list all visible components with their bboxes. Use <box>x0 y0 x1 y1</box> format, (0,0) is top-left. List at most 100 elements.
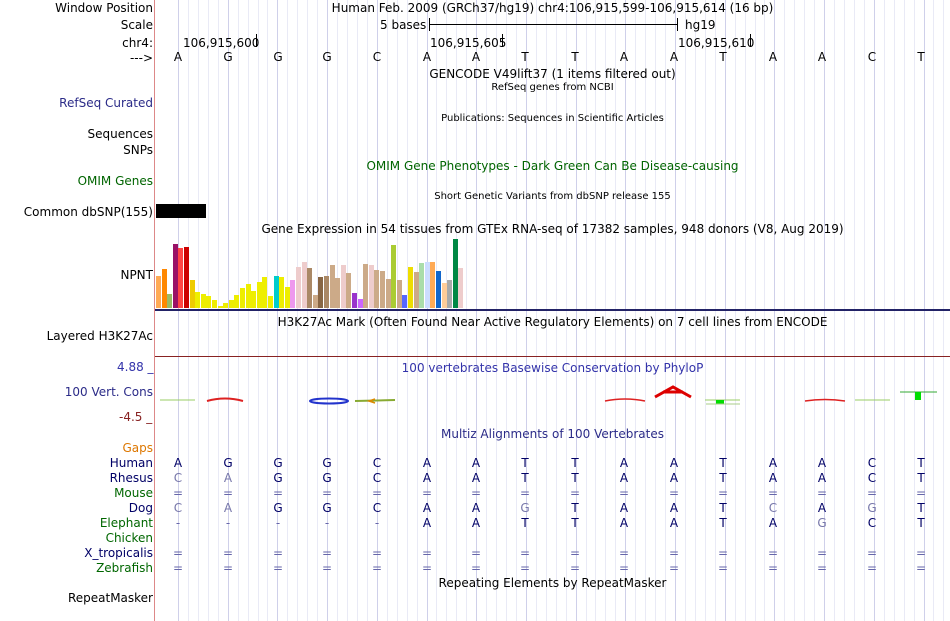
base-letter: G <box>273 50 283 64</box>
refseq-track-subtitle[interactable]: RefSeq genes from NCBI <box>491 82 614 93</box>
gtex-tissue-bar[interactable] <box>262 277 267 308</box>
dbsnp-track-label[interactable]: Common dbSNP(155) <box>23 205 153 219</box>
species-label[interactable]: Human <box>109 456 153 470</box>
snps-track-label[interactable]: SNPs <box>123 143 153 157</box>
gtex-tissue-bar[interactable] <box>167 294 172 308</box>
gtex-tissue-bar[interactable] <box>290 280 295 308</box>
gtex-tissue-bar[interactable] <box>190 280 195 308</box>
gtex-tissue-bar[interactable] <box>335 278 340 308</box>
gtex-tissue-bar[interactable] <box>346 273 351 308</box>
gaps-label[interactable]: Gaps <box>122 441 153 455</box>
dbsnp-variant-block[interactable] <box>156 204 206 218</box>
gtex-tissue-bar[interactable] <box>240 288 245 308</box>
phylop-track-title[interactable]: 100 vertebrates Basewise Conservation by… <box>401 361 704 375</box>
gtex-tissue-bar[interactable] <box>391 245 396 308</box>
gtex-tissue-bar[interactable] <box>363 264 368 308</box>
gtex-tissue-bar[interactable] <box>251 291 256 308</box>
dbsnp-track-title[interactable]: Short Genetic Variants from dbSNP releas… <box>434 191 671 202</box>
gtex-tissue-bar[interactable] <box>408 267 413 308</box>
gtex-tissue-bar[interactable] <box>201 294 206 308</box>
gtex-tissue-bar[interactable] <box>302 262 307 308</box>
gtex-tissue-bar[interactable] <box>442 283 447 308</box>
species-label[interactable]: Zebrafish <box>96 561 153 575</box>
alignment-base: T <box>521 471 529 485</box>
gtex-tissue-bar[interactable] <box>386 279 391 308</box>
gtex-tissue-bar[interactable] <box>419 263 424 308</box>
phylop-conservation-plot[interactable] <box>155 380 950 410</box>
phylop-small-marks <box>160 385 937 405</box>
refseq-track-label[interactable]: RefSeq Curated <box>59 96 153 110</box>
gtex-tissue-bar[interactable] <box>279 277 284 308</box>
repeatmasker-track-title[interactable]: Repeating Elements by RepeatMasker <box>438 576 667 590</box>
position-tick-1 <box>256 34 257 47</box>
gtex-tissue-bar[interactable] <box>414 272 419 308</box>
gtex-tissue-bar[interactable] <box>274 276 279 308</box>
alignment-base: G <box>322 501 332 515</box>
gtex-tissue-bar[interactable] <box>178 248 183 308</box>
gtex-tissue-bar[interactable] <box>184 247 189 308</box>
gtex-tissue-bar[interactable] <box>195 292 200 308</box>
base-letter: A <box>422 50 432 64</box>
h3k27ac-track-label[interactable]: Layered H3K27Ac <box>46 329 153 343</box>
gtex-tissue-bar[interactable] <box>234 295 239 308</box>
gtex-tissue-bar[interactable] <box>447 280 452 308</box>
omim-track-title[interactable]: OMIM Gene Phenotypes - Dark Green Can Be… <box>366 159 739 173</box>
species-label[interactable]: Chicken <box>105 531 153 545</box>
gtex-tissue-bar[interactable] <box>307 268 312 308</box>
gtex-tissue-bar[interactable] <box>218 306 223 308</box>
species-label[interactable]: X_tropicalis <box>84 546 153 560</box>
gtex-tissue-bar[interactable] <box>162 269 167 308</box>
alignment-base: A <box>619 456 629 470</box>
gtex-tissue-bar[interactable] <box>324 276 329 308</box>
gtex-tissue-bar[interactable] <box>402 295 407 308</box>
gtex-tissue-bar[interactable] <box>374 270 379 308</box>
species-label[interactable]: Rhesus <box>109 471 153 485</box>
gtex-tissue-bar[interactable] <box>246 284 251 308</box>
phylop-track-label[interactable]: 100 Vert. Cons <box>64 385 153 399</box>
gtex-tissue-bar[interactable] <box>369 265 374 308</box>
gtex-tissue-bar[interactable] <box>458 268 463 308</box>
repeatmasker-track-label[interactable]: RepeatMasker <box>67 591 153 605</box>
gtex-tissue-bar[interactable] <box>352 293 357 308</box>
sequences-track-label[interactable]: Sequences <box>87 127 153 141</box>
species-label[interactable]: Elephant <box>99 516 153 530</box>
gtex-tissue-bar[interactable] <box>285 287 290 308</box>
gtex-tissue-bar[interactable] <box>380 271 385 308</box>
species-label[interactable]: Dog <box>128 501 153 515</box>
multiz-track-title[interactable]: Multiz Alignments of 100 Vertebrates <box>440 427 665 441</box>
alignment-base: C <box>173 471 183 485</box>
alignment-base: T <box>521 516 529 530</box>
base-letter: G <box>322 50 332 64</box>
gtex-tissue-bar[interactable] <box>212 300 217 308</box>
h3k27ac-signal-line <box>155 356 950 357</box>
alignment-base: = <box>519 561 531 575</box>
gtex-tissue-bar[interactable] <box>318 277 323 308</box>
gtex-tissue-bar[interactable] <box>358 299 363 308</box>
h3k27ac-track-title[interactable]: H3K27Ac Mark (Often Found Near Active Re… <box>277 315 828 329</box>
gtex-track-label[interactable]: NPNT <box>120 268 153 282</box>
alignment-base: = <box>668 486 680 500</box>
gtex-tissue-bar[interactable] <box>156 276 161 308</box>
gtex-tissue-bar[interactable] <box>430 262 435 308</box>
gtex-tissue-bar[interactable] <box>330 265 335 308</box>
gtex-tissue-bar[interactable] <box>223 303 228 308</box>
gtex-tissue-bar[interactable] <box>173 244 178 308</box>
gtex-tissue-bar[interactable] <box>257 282 262 308</box>
gtex-tissue-bar[interactable] <box>453 239 458 308</box>
gtex-tissue-bar[interactable] <box>341 265 346 308</box>
omim-track-label[interactable]: OMIM Genes <box>77 174 153 188</box>
gtex-tissue-bar[interactable] <box>436 271 441 308</box>
gencode-track-title[interactable]: GENCODE V49lift37 (1 items filtered out) <box>429 67 676 81</box>
gtex-tissue-bar[interactable] <box>397 280 402 308</box>
species-label[interactable]: Mouse <box>114 486 153 500</box>
gtex-tissue-bar[interactable] <box>206 296 211 308</box>
gtex-track-title[interactable]: Gene Expression in 54 tissues from GTEx … <box>261 222 844 236</box>
gtex-tissue-bar[interactable] <box>296 267 301 308</box>
publications-track-title[interactable]: Publications: Sequences in Scientific Ar… <box>441 113 664 124</box>
gtex-tissue-bar[interactable] <box>268 296 273 308</box>
gtex-tissue-bar[interactable] <box>313 295 318 308</box>
base-letter: A <box>669 50 679 64</box>
gtex-tissue-bar[interactable] <box>425 262 430 308</box>
gtex-tissue-bar[interactable] <box>229 300 234 308</box>
